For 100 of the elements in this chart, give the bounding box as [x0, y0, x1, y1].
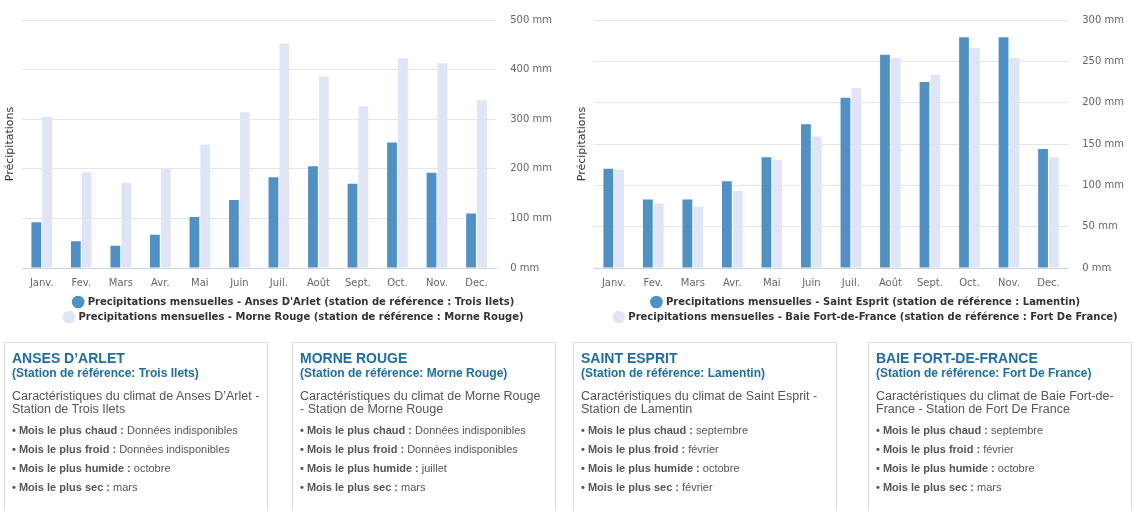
- bar: [70, 241, 81, 268]
- y-tick-label: 500 mm: [510, 13, 552, 25]
- bar: [890, 58, 901, 268]
- text: • Mois le plus humide : octobre: [12, 462, 172, 475]
- bar: [959, 37, 969, 268]
- bar: [682, 199, 693, 268]
- x-tick-label: Août: [878, 276, 903, 288]
- bar: [930, 74, 941, 268]
- x-tick-label: Dec.: [1037, 276, 1060, 288]
- bar: [761, 157, 772, 268]
- legend-label: Precipitations mensuelles - Saint Esprit (station de référence : Lamentin): [665, 295, 1081, 307]
- bar: [466, 213, 476, 268]
- x-tick-label: Fev.: [643, 276, 664, 288]
- bar: [189, 216, 200, 268]
- text: • Mois le plus sec : mars: [12, 481, 139, 494]
- legend-label: Precipitations mensuelles - Morne Rouge (station de référence : Morne Rouge): [78, 310, 524, 322]
- y-tick-label: 0 mm: [510, 261, 540, 273]
- text: • Mois le plus sec : mars: [876, 481, 1003, 494]
- bar: [998, 37, 1009, 268]
- text: Caractéristiques du climat de Saint Esprit - Station de Lamentin: [581, 389, 819, 416]
- bar: [603, 168, 614, 268]
- text: • Mois le plus froid : Données indisponibles: [300, 443, 519, 456]
- text: (Station de référence: Morne Rouge): [300, 366, 509, 380]
- bar: [42, 116, 53, 268]
- y-tick-label: 250 mm: [1082, 54, 1124, 66]
- y-tick-label: 300 mm: [510, 112, 552, 124]
- x-tick-label: Avr.: [151, 276, 170, 288]
- x-tick-label: Mai: [191, 276, 209, 288]
- bar: [426, 172, 437, 268]
- bar: [880, 54, 890, 268]
- bar: [358, 106, 369, 268]
- bar: [801, 124, 811, 268]
- text: Caractéristiques du climat de Morne Rouge - Station de Morne Rouge: [300, 389, 542, 416]
- x-tick-label: Fev.: [71, 276, 92, 288]
- text: (Station de référence: Trois Ilets): [12, 366, 200, 380]
- bar: [150, 234, 160, 268]
- y-tick-label: 200 mm: [510, 162, 552, 174]
- bar: [387, 142, 397, 268]
- text: • Mois le plus froid : février: [876, 443, 1015, 456]
- text: • Mois le plus humide : octobre: [581, 462, 741, 475]
- bar: [614, 169, 625, 268]
- bar: [31, 222, 42, 268]
- bar: [811, 136, 822, 268]
- y-tick-label: 400 mm: [510, 63, 552, 75]
- x-tick-label: Mai: [763, 276, 781, 288]
- x-tick-label: Nov.: [998, 276, 1020, 288]
- y-tick-label: 200 mm: [1082, 96, 1124, 108]
- bar: [772, 159, 783, 268]
- text: SAINT ESPRIT: [581, 350, 679, 366]
- text: • Mois le plus sec : mars: [300, 481, 427, 494]
- x-tick-label: Juil.: [840, 276, 860, 288]
- x-tick-label: Août: [306, 276, 331, 288]
- bar: [239, 112, 250, 268]
- text: MORNE ROUGE: [300, 350, 409, 366]
- bar: [110, 245, 121, 268]
- bar: [121, 182, 132, 268]
- y-tick-label: 100 mm: [510, 211, 552, 223]
- text: • Mois le plus humide : juillet: [300, 462, 448, 475]
- legend-label: Precipitations mensuelles - Anses D'Arlet (station de référence : Trois Ilets): [87, 295, 515, 307]
- bar: [477, 100, 487, 268]
- x-tick-label: Juin: [229, 276, 249, 288]
- text: • Mois le plus chaud : septembre: [581, 424, 750, 437]
- bar: [642, 199, 653, 268]
- x-tick-label: Juil.: [268, 276, 288, 288]
- x-tick-label: Janv.: [28, 276, 54, 288]
- x-tick-label: Dec.: [465, 276, 488, 288]
- bar: [840, 97, 851, 268]
- bar: [308, 166, 318, 268]
- text: • Mois le plus froid : Données indisponibles: [12, 443, 231, 456]
- bar: [279, 43, 290, 268]
- text: • Mois le plus froid : février: [581, 443, 720, 456]
- bar: [732, 191, 743, 268]
- text: • Mois le plus chaud : septembre: [876, 424, 1045, 437]
- x-tick-label: Janv.: [600, 276, 626, 288]
- y-tick-label: 100 mm: [1082, 178, 1124, 190]
- bar: [1049, 157, 1059, 268]
- bar: [437, 63, 448, 268]
- legend-label: Precipitations mensuelles - Baie Fort-de-France (station de référence : Fort De France): [628, 310, 1118, 322]
- x-tick-label: Avr.: [723, 276, 742, 288]
- text: • Mois le plus chaud : Données indisponibles: [300, 424, 527, 437]
- y-axis-title: Précipitations: [574, 106, 588, 182]
- text: Caractéristiques du climat de Baie Fort-de-France - Station de Fort De France: [876, 389, 1115, 416]
- bar: [919, 82, 930, 268]
- x-tick-label: Juin: [801, 276, 821, 288]
- text: Caractéristiques du climat de Anses D’Arlet - Station de Trois Ilets: [12, 389, 260, 416]
- bar: [1009, 58, 1020, 268]
- text: (Station de référence: Fort De France): [876, 366, 1093, 380]
- text: • Mois le plus chaud : Données indisponibles: [12, 424, 239, 437]
- bar: [347, 183, 358, 268]
- bar: [1038, 148, 1048, 268]
- x-tick-label: Sept.: [344, 276, 371, 288]
- text: ANSES D’ARLET: [12, 350, 126, 366]
- x-tick-label: Sept.: [916, 276, 943, 288]
- text: (Station de référence: Lamentin): [581, 366, 767, 380]
- bar: [268, 177, 279, 268]
- x-tick-label: Oct.: [387, 276, 408, 288]
- bar: [722, 181, 732, 268]
- text: BAIE FORT-DE-FRANCE: [876, 350, 1039, 366]
- y-tick-label: 300 mm: [1082, 13, 1124, 25]
- bar: [693, 206, 704, 268]
